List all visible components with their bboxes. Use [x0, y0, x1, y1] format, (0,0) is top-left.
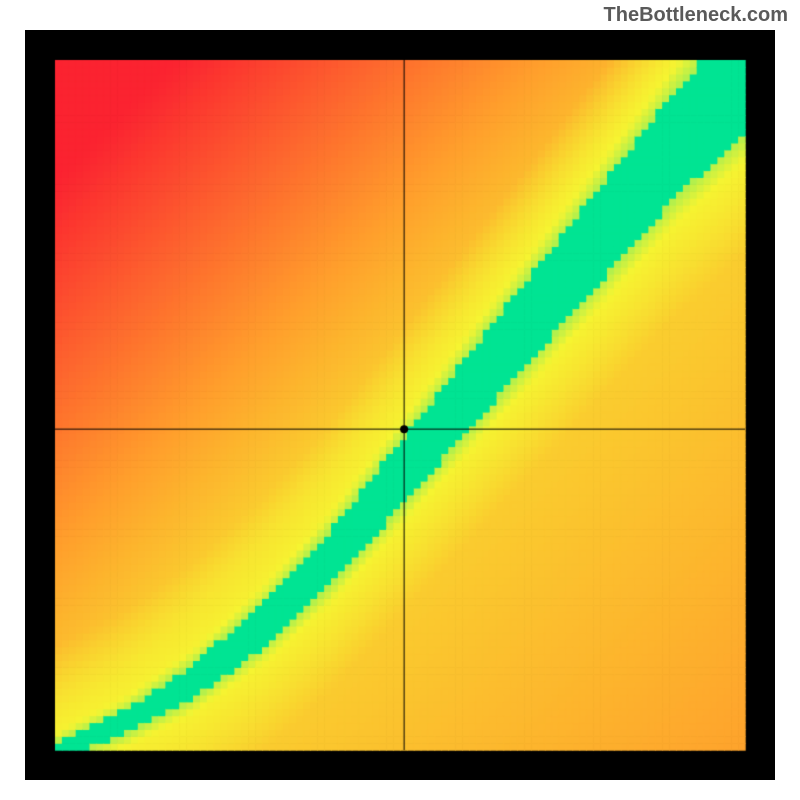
- chart-container: TheBottleneck.com: [0, 0, 800, 800]
- bottleneck-heatmap: [25, 30, 775, 780]
- chart-frame: [25, 30, 775, 780]
- watermark-text: TheBottleneck.com: [604, 4, 788, 27]
